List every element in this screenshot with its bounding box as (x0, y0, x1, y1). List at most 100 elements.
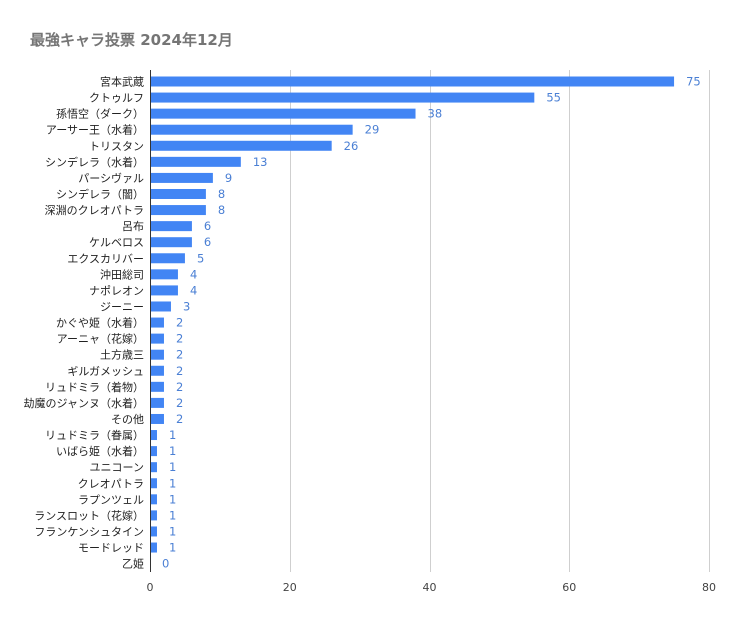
bar (150, 188, 206, 199)
bar (150, 269, 178, 280)
category-label: アーサー王（水着） (46, 123, 144, 137)
data-label: 29 (365, 123, 380, 137)
data-label: 8 (218, 203, 225, 217)
data-label: 1 (169, 460, 176, 474)
category-label: ギルガメッシュ (67, 365, 144, 378)
data-label: 2 (176, 396, 183, 410)
bar (150, 349, 164, 360)
category-label: ラプンツェル (78, 493, 144, 506)
data-label: 2 (176, 380, 183, 394)
data-label: 1 (169, 444, 176, 458)
bar (150, 92, 535, 103)
x-tick-label: 60 (562, 581, 576, 594)
bar (150, 205, 206, 216)
category-label: ケルベロス (89, 236, 144, 249)
data-label: 2 (176, 332, 183, 346)
data-label: 26 (344, 139, 359, 153)
data-label: 1 (169, 476, 176, 490)
category-label: 呂布 (122, 220, 144, 233)
data-label: 1 (169, 428, 176, 442)
chart-title: 最強キャラ投票 2024年12月 (30, 31, 233, 49)
category-label: ジーニー (100, 300, 144, 313)
category-label: リュドミラ（眷属） (45, 429, 144, 442)
data-label: 3 (183, 299, 190, 313)
category-label: シンデレラ（闇） (56, 187, 144, 201)
data-label: 1 (169, 492, 176, 506)
data-label: 8 (218, 187, 225, 201)
category-label: フランケンシュタイン (34, 525, 144, 538)
bar (150, 156, 241, 167)
category-label: ナポレオン (89, 284, 144, 297)
x-tick-label: 0 (147, 581, 154, 594)
bar (150, 76, 675, 87)
bar (150, 301, 171, 312)
bar (150, 317, 164, 328)
bar (150, 462, 157, 473)
bar (150, 333, 164, 344)
bar (150, 494, 157, 505)
category-label: ユニコーン (90, 461, 144, 474)
data-label: 2 (176, 316, 183, 330)
x-tick-label: 80 (702, 581, 716, 594)
category-label: トリスタン (89, 140, 144, 153)
data-label: 5 (197, 251, 204, 265)
bar (150, 365, 164, 376)
data-label: 38 (428, 107, 443, 121)
category-label: エクスカリバー (67, 252, 144, 265)
category-label: その他 (111, 413, 144, 426)
bar (150, 430, 157, 441)
data-label: 1 (169, 524, 176, 538)
x-tick-label: 20 (283, 581, 297, 594)
x-tick-label: 40 (423, 581, 437, 594)
bar (150, 237, 192, 248)
data-label: 4 (190, 283, 197, 297)
category-label: クレオパトラ (78, 477, 144, 490)
data-label: 55 (546, 91, 561, 105)
data-label: 1 (169, 508, 176, 522)
category-label: モードレッド (78, 542, 144, 555)
bar (150, 413, 164, 424)
bar (150, 108, 416, 119)
category-label: かぐや姫（水着） (56, 316, 144, 330)
data-label: 4 (190, 267, 197, 281)
category-label: 孫悟空（ダーク） (56, 107, 144, 121)
bar (150, 253, 185, 264)
bar (150, 526, 157, 537)
category-label: リュドミラ（着物） (45, 380, 144, 394)
category-label: シンデレラ（水着） (45, 155, 144, 169)
bar (150, 381, 164, 392)
data-label: 6 (204, 219, 211, 233)
data-label: 2 (176, 348, 183, 362)
bar (150, 446, 157, 457)
bar (150, 221, 192, 232)
category-label: 宮本武蔵 (100, 75, 144, 89)
data-label: 9 (225, 171, 232, 185)
bar (150, 172, 213, 183)
bar (150, 478, 157, 489)
data-label: 75 (686, 75, 701, 89)
data-label: 13 (253, 155, 268, 169)
category-label: 深淵のクレオパトラ (45, 204, 144, 217)
bar (150, 542, 157, 553)
bar (150, 124, 353, 135)
data-label: 2 (176, 412, 183, 426)
category-label: ランスロット（花嫁） (34, 508, 144, 522)
category-label: アーニャ（花嫁） (57, 332, 144, 346)
category-label: 乙姫 (122, 557, 144, 571)
bar (150, 140, 332, 151)
category-label: 沖田総司 (100, 267, 144, 281)
bar (150, 510, 157, 521)
category-label: 劫魔のジャンヌ（水着） (24, 396, 144, 410)
bar (150, 285, 178, 296)
data-label: 0 (162, 557, 169, 571)
category-label: パーシヴァル (78, 171, 144, 185)
bar (150, 397, 164, 408)
category-label: クトゥルフ (89, 92, 144, 105)
data-label: 2 (176, 364, 183, 378)
category-label: 土方歳三 (100, 348, 144, 362)
category-label: いばら姫（水着） (56, 444, 144, 458)
data-label: 6 (204, 235, 211, 249)
data-label: 1 (169, 541, 176, 555)
